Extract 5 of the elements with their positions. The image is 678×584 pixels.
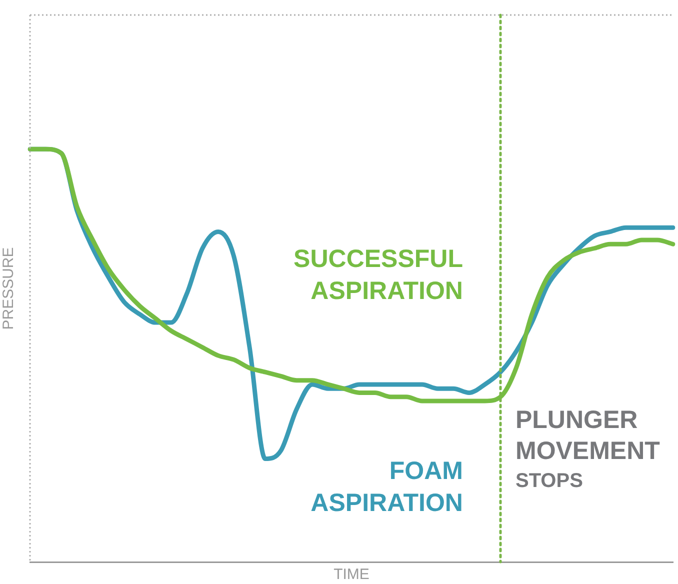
text: SUCCESSFUL ASPIRATION (294, 245, 463, 305)
annotation: PLUNGER MOVEMENT STOPS (515, 406, 660, 492)
x-axis-title: TIME (334, 566, 370, 584)
y-axis-title: PRESSURE (0, 247, 18, 330)
series-label: FOAM ASPIRATION (310, 457, 463, 517)
